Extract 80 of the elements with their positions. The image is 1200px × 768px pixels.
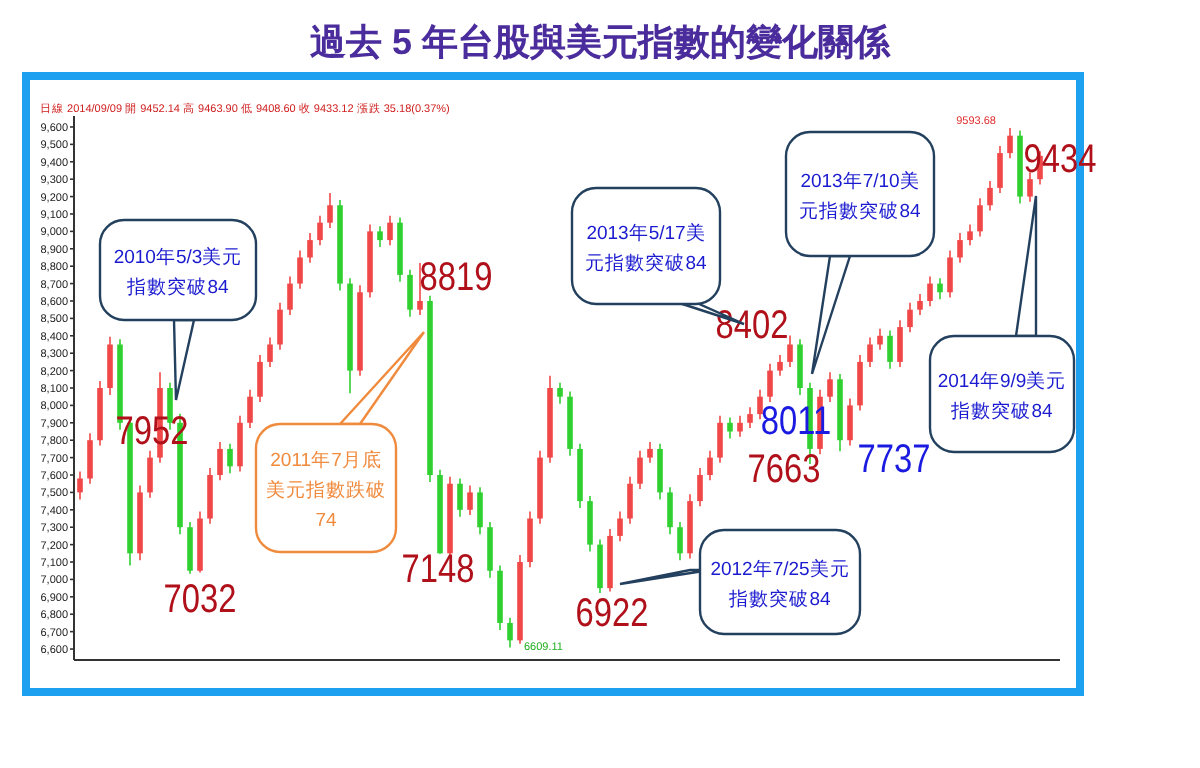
- annotation: 2014年9/9美元指數突破84: [937, 369, 1067, 423]
- candlestick: [187, 521, 193, 575]
- candlestick: [257, 354, 263, 403]
- candlestick: [77, 470, 83, 501]
- annotation: 2013年7/10美元指數突破84: [799, 169, 921, 223]
- candlestick: [637, 449, 643, 490]
- candlestick: [917, 293, 923, 316]
- candlestick: [147, 449, 153, 499]
- candlestick: [737, 415, 743, 438]
- candlestick: [997, 145, 1003, 194]
- candlestick: [827, 371, 833, 403]
- candlestick: [307, 232, 313, 264]
- candlestick: [667, 486, 673, 535]
- candlestick: [267, 336, 273, 368]
- candlestick: [927, 275, 933, 308]
- candlestick: [527, 510, 533, 569]
- annotation: 8819: [419, 252, 493, 299]
- candlestick: [387, 214, 393, 247]
- candlestick: [877, 328, 883, 351]
- candlestick: [1007, 127, 1013, 160]
- candlestick: [327, 192, 333, 229]
- candlestick: [907, 301, 913, 334]
- candlestick: [747, 406, 753, 429]
- candlestick: [887, 329, 893, 370]
- candlestick: [767, 362, 773, 403]
- candlestick: [797, 338, 803, 396]
- candlestick: [207, 467, 213, 525]
- candlestick: [237, 415, 243, 473]
- candlestick: [847, 397, 853, 447]
- candlestick: [407, 268, 413, 318]
- candlestick: [507, 616, 513, 649]
- annotation: 2010年5/3美元指數突破84: [113, 245, 243, 299]
- candlestick: [457, 477, 463, 518]
- chart-title: 過去 5 年台股與美元指數的變化關係: [307, 22, 893, 62]
- candlestick: [487, 521, 493, 579]
- annotation: 2011年7月底美元指數跌破74: [266, 448, 386, 532]
- candlestick: [87, 432, 93, 485]
- candlestick: [227, 442, 233, 475]
- candlestick: [697, 467, 703, 508]
- candlestick: [647, 441, 653, 464]
- candlestick: [857, 354, 863, 412]
- annotation: 8402: [715, 300, 789, 347]
- candlestick: [897, 319, 903, 368]
- candlestick: [717, 415, 723, 464]
- annotation: 7663: [747, 444, 821, 491]
- candlestick: [317, 214, 323, 247]
- candlestick: [247, 388, 253, 429]
- annotation: 2013年5/17美元指數突破84: [585, 221, 707, 275]
- candlestick: [107, 335, 113, 396]
- candlestick: [787, 334, 793, 368]
- annotation: 2012年7/25美元指數突破84: [710, 557, 850, 611]
- candlestick: [557, 381, 563, 405]
- candlestick: [477, 486, 483, 535]
- candlestick: [947, 249, 953, 299]
- candlestick: [217, 441, 223, 482]
- candlestick: [987, 180, 993, 212]
- annotation: 7032: [163, 574, 237, 621]
- candlestick: [297, 249, 303, 290]
- annotation: 7737: [857, 434, 931, 481]
- candlestick: [277, 301, 283, 351]
- candlestick: [867, 336, 873, 368]
- candlestick: [617, 510, 623, 542]
- candlestick: [707, 449, 713, 482]
- annotation: 6922: [575, 588, 649, 635]
- candlestick: [597, 538, 603, 594]
- candlestick: [377, 225, 383, 248]
- candlestick: [587, 495, 593, 553]
- candlestick: [657, 442, 663, 501]
- candlestick: [937, 277, 943, 301]
- candlestick: [677, 521, 683, 562]
- candlestick: [417, 262, 423, 316]
- candlestick: [467, 484, 473, 516]
- candlestick: [777, 354, 783, 377]
- candlestick: [957, 232, 963, 264]
- candlestick: [727, 416, 733, 440]
- candlestick: [627, 475, 633, 525]
- candlestick: [757, 388, 763, 421]
- candlestick: [977, 197, 983, 238]
- candlestick: [967, 223, 973, 247]
- candlestick: [287, 275, 293, 316]
